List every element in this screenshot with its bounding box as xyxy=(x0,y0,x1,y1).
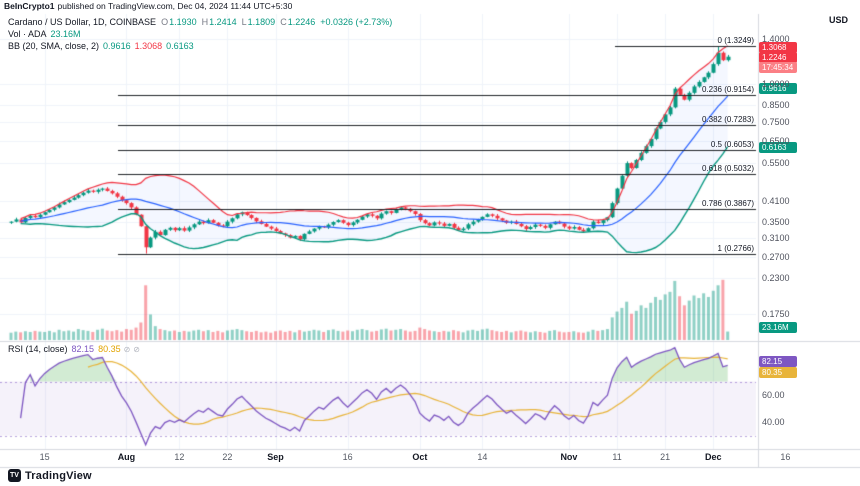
rsi-pane[interactable] xyxy=(0,341,758,449)
rsi-value: 82.15 xyxy=(71,344,95,354)
bb-lower-price-badge: 0.6163 xyxy=(759,141,797,153)
time-scale[interactable] xyxy=(0,449,758,467)
tradingview-logo-mark: TV xyxy=(8,469,21,482)
symbol-title: Cardano / US Dollar, 1D, COINBASE xyxy=(8,17,157,27)
price-scale-currency-label: USD xyxy=(828,15,848,25)
ohlc-close-value: 1.2246 xyxy=(287,17,316,27)
attribution-username: BeInCrypto1 xyxy=(4,1,55,11)
ohlc-high-value: 1.2414 xyxy=(209,17,237,27)
rsi-ma-value: 80.35 xyxy=(98,344,121,354)
bb-lower-value: 0.6163 xyxy=(166,41,194,51)
bb-upper-value: 1.3068 xyxy=(134,41,163,51)
bb-upper-price-badge: 1.3068 xyxy=(759,42,797,54)
tradingview-logo[interactable]: TV TradingView xyxy=(8,469,92,482)
ohlc-open-label: O xyxy=(161,17,169,27)
rsi-value-badge: 82.15 xyxy=(759,356,797,368)
attribution-text: published on TradingView.com, Dec 04, 20… xyxy=(57,1,293,11)
ohlc-close-label: C xyxy=(280,17,287,27)
volume-value: 23.16M xyxy=(50,29,81,39)
bb-indicator-label: BB (20, SMA, close, 2) xyxy=(8,41,100,51)
indicator-hidden-icon[interactable]: ⊘ xyxy=(133,345,140,354)
symbol-legend-row[interactable]: Cardano / US Dollar, 1D, COINBASE O1.1930… xyxy=(8,16,392,28)
tradingview-logo-text: TradingView xyxy=(25,469,92,482)
rsi-ma-value-badge: 80.35 xyxy=(759,367,797,379)
bb-basis-value: 0.9616 xyxy=(103,41,131,51)
volume-value-badge: 23.16M xyxy=(759,321,797,333)
ohlc-low-label: L xyxy=(241,17,247,27)
price-scale[interactable] xyxy=(758,14,860,449)
chart-legend: Cardano / US Dollar, 1D, COINBASE O1.1930… xyxy=(8,16,392,52)
volume-indicator-label: Vol · ADA xyxy=(8,29,47,39)
attribution-bar: BeInCrypto1 published on TradingView.com,… xyxy=(4,1,292,11)
bar-countdown-badge: 17:45:34 xyxy=(759,62,797,74)
last-price-badge: 1.2246 xyxy=(759,52,797,64)
ohlc-open-value: 1.1930 xyxy=(169,17,197,27)
ohlc-high-label: H xyxy=(201,17,209,27)
rsi-legend-row[interactable]: RSI (14, close) 82.15 80.35 ⊘ ⊘ xyxy=(8,344,140,354)
ohlc-change-value: +0.0326 (+2.73%) xyxy=(320,17,393,27)
bb-legend-row[interactable]: BB (20, SMA, close, 2) 0.9616 1.3068 0.6163 xyxy=(8,40,392,52)
ohlc-low-value: 1.1809 xyxy=(247,17,276,27)
rsi-indicator-label: RSI (14, close) xyxy=(8,344,68,354)
bb-basis-price-badge: 0.9616 xyxy=(759,82,797,94)
price-pane[interactable] xyxy=(0,14,758,341)
indicator-hidden-icon[interactable]: ⊘ xyxy=(123,345,131,354)
volume-legend-row[interactable]: Vol · ADA 23.16M xyxy=(8,28,392,40)
